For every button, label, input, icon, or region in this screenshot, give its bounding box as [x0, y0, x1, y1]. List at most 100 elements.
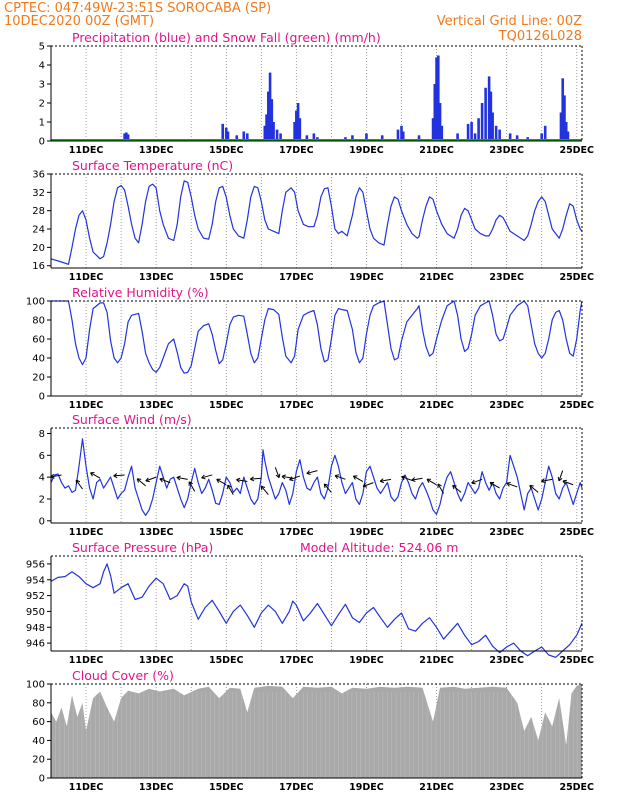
precip-bar	[267, 91, 270, 141]
wind-arrow	[452, 484, 462, 493]
y-tick-label: 40	[32, 736, 45, 747]
precip-bar	[400, 125, 403, 141]
wind-arrow	[227, 484, 234, 495]
x-tick-label: 19DEC	[349, 782, 384, 793]
precip-bar	[272, 122, 275, 141]
precip-bar	[296, 103, 300, 141]
wind-arrow	[334, 474, 346, 480]
x-tick-label: 21DEC	[419, 782, 454, 793]
precip-bar	[295, 110, 298, 141]
precip-bar	[494, 125, 498, 141]
y-tick-label: 16	[32, 261, 45, 272]
x-tick-label: 11DEC	[69, 145, 104, 156]
wind-arrow	[529, 484, 539, 493]
x-tick-label: 19DEC	[349, 145, 384, 156]
x-tick-label: 19DEC	[349, 655, 384, 666]
x-tick-label: 23DEC	[489, 655, 524, 666]
y-tick-label: 0	[39, 774, 45, 785]
precip-bar	[477, 118, 480, 141]
x-tick-label: 19DEC	[349, 527, 384, 538]
precip-bar	[433, 84, 437, 141]
precip-bar	[431, 118, 435, 141]
wind-arrow	[541, 478, 553, 484]
panel-3: 0 20 40 60 80 100 11DEC 13DEC 15DEC 17DEC 19DEC 21D…	[26, 285, 594, 411]
x-tick-label: 11DEC	[69, 527, 104, 538]
x-tick-label: 25DEC	[559, 655, 594, 666]
wind-arrow	[250, 476, 262, 482]
x-tick-label: 25DEC	[559, 400, 594, 411]
y-tick-label: 0	[39, 392, 45, 403]
y-tick-label: 8	[39, 429, 45, 440]
x-tick-label: 21DEC	[419, 145, 454, 156]
precip-bar	[305, 135, 309, 141]
x-tick-label: 25DEC	[559, 782, 594, 793]
x-tick-label: 13DEC	[139, 145, 174, 156]
x-tick-label: 17DEC	[279, 272, 314, 283]
cloud-area	[51, 684, 582, 778]
header-run-time: 10DEC2020 00Z (GMT)	[4, 14, 154, 29]
precip-bar	[226, 131, 230, 141]
x-tick-label: 23DEC	[489, 782, 524, 793]
y-tick-label: 20	[32, 243, 45, 254]
wind-arrow	[136, 478, 146, 487]
panel-subtitle: Model Altitude: 524.06 m	[300, 540, 458, 555]
x-tick-label: 15DEC	[209, 400, 244, 411]
panel-4: 0 2 4 6 8 11DEC 13DEC 15DEC 17DEC 19DEC 21DEC 23DEC…	[39, 412, 594, 538]
y-tick-label: 0	[39, 516, 45, 527]
x-tick-label: 23DEC	[489, 145, 524, 156]
precip-bar	[566, 131, 570, 141]
y-tick-label: 32	[32, 188, 45, 199]
x-tick-label: 15DEC	[209, 655, 244, 666]
precip-bar	[245, 133, 249, 141]
y-tick-label: 20	[32, 755, 45, 766]
x-tick-label: 19DEC	[349, 400, 384, 411]
panel-6: 0 20 40 60 80 100 11DEC 13DEC 15DEC 17DEC 19DEC 21D…	[26, 668, 594, 793]
x-tick-label: 19DEC	[349, 272, 384, 283]
x-tick-label: 25DEC	[559, 527, 594, 538]
y-tick-label: 24	[32, 225, 45, 236]
precip-bar	[473, 133, 477, 141]
wind-arrow	[289, 475, 301, 482]
x-tick-label: 17DEC	[279, 655, 314, 666]
y-tick-label: 2	[39, 99, 45, 110]
precip-bar	[440, 125, 444, 141]
y-tick-label: 956	[26, 559, 45, 570]
y-tick-label: 4	[39, 473, 45, 484]
wind-arrow	[306, 470, 318, 476]
y-tick-label: 948	[26, 623, 45, 634]
y-tick-label: 1	[39, 118, 45, 129]
x-tick-label: 17DEC	[279, 782, 314, 793]
precip-bar	[401, 131, 405, 141]
precip-bar	[123, 133, 126, 141]
precip-bar	[351, 135, 354, 141]
precip-bar	[487, 76, 491, 141]
y-tick-label: 60	[32, 335, 45, 346]
panel-title: Surface Pressure (hPa)	[72, 540, 213, 555]
wind-arrow	[426, 478, 437, 486]
y-tick-label: 20	[32, 373, 45, 384]
precip-bar	[270, 99, 274, 141]
wind-arrow	[471, 478, 483, 485]
x-tick-label: 15DEC	[209, 782, 244, 793]
x-tick-label: 13DEC	[139, 400, 174, 411]
panel-2: 16 20 24 28 32 36 11DEC 13DEC 15DEC 17DEC 19DEC 21D…	[32, 158, 594, 283]
wind-arrow	[557, 470, 564, 482]
x-tick-label: 15DEC	[209, 527, 244, 538]
x-tick-label: 13DEC	[139, 655, 174, 666]
precip-bar	[491, 112, 494, 141]
precip-bar	[470, 122, 473, 141]
wind-arrow	[236, 477, 248, 483]
x-tick-label: 11DEC	[69, 655, 104, 666]
series-line	[50, 180, 583, 265]
wind-arrow	[362, 482, 374, 488]
y-tick-label: 950	[26, 607, 45, 618]
x-tick-label: 23DEC	[489, 272, 524, 283]
series-line	[50, 563, 583, 658]
precip-bar	[396, 129, 400, 141]
panels: 0 1 2 3 4 5 11DEC 13DEC 15DEC 17DEC 19DEC 21DEC 23DE…	[26, 30, 594, 793]
wind-arrow	[352, 475, 364, 482]
precip-bar	[126, 134, 130, 141]
wind-arrow	[506, 481, 518, 488]
precip-bar	[365, 133, 368, 141]
